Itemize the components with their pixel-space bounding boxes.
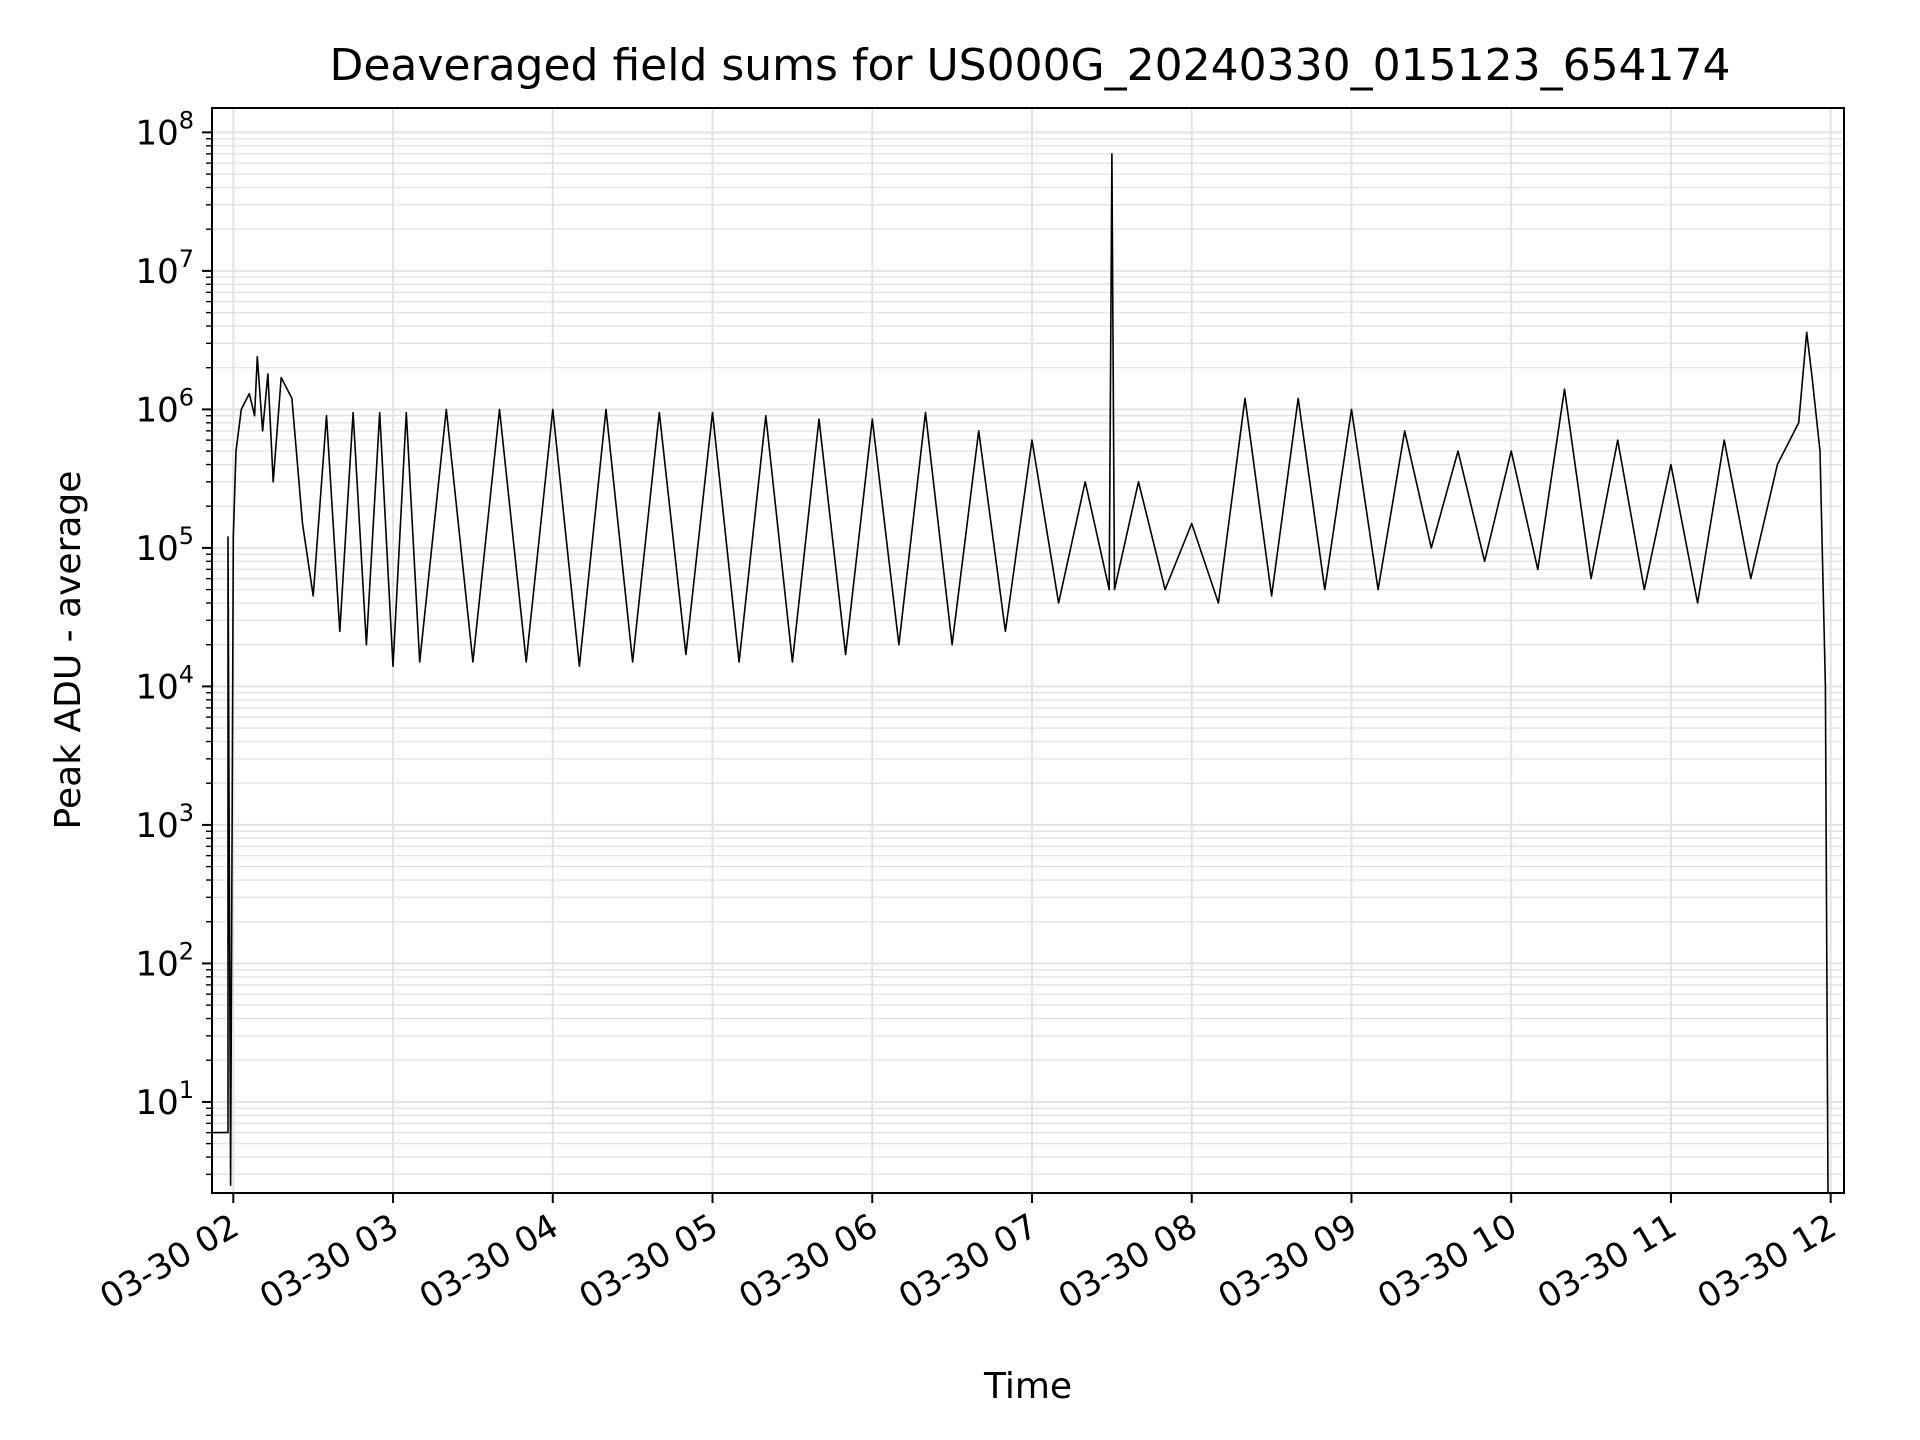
y-tick-label: 103 <box>135 799 194 846</box>
y-axis-label: Peak ADU - average <box>48 471 89 830</box>
y-tick-label: 107 <box>135 245 194 292</box>
y-tick-label: 105 <box>135 522 194 569</box>
y-tick-label: 104 <box>135 660 194 707</box>
y-axis: 101 102 103 104 105 106 107 108 <box>135 106 212 1176</box>
series-line <box>212 153 1829 1194</box>
y-tick-label: 102 <box>135 937 194 984</box>
series-layer <box>212 153 1829 1194</box>
y-tick-label: 108 <box>135 106 194 153</box>
y-tick-label: 106 <box>135 383 194 430</box>
chart-title: Deaveraged field sums for US000G_2024033… <box>329 40 1730 91</box>
y-tick-label: 101 <box>135 1076 194 1123</box>
plot-frame <box>211 107 1845 1194</box>
x-axis-label: Time <box>983 1366 1072 1407</box>
